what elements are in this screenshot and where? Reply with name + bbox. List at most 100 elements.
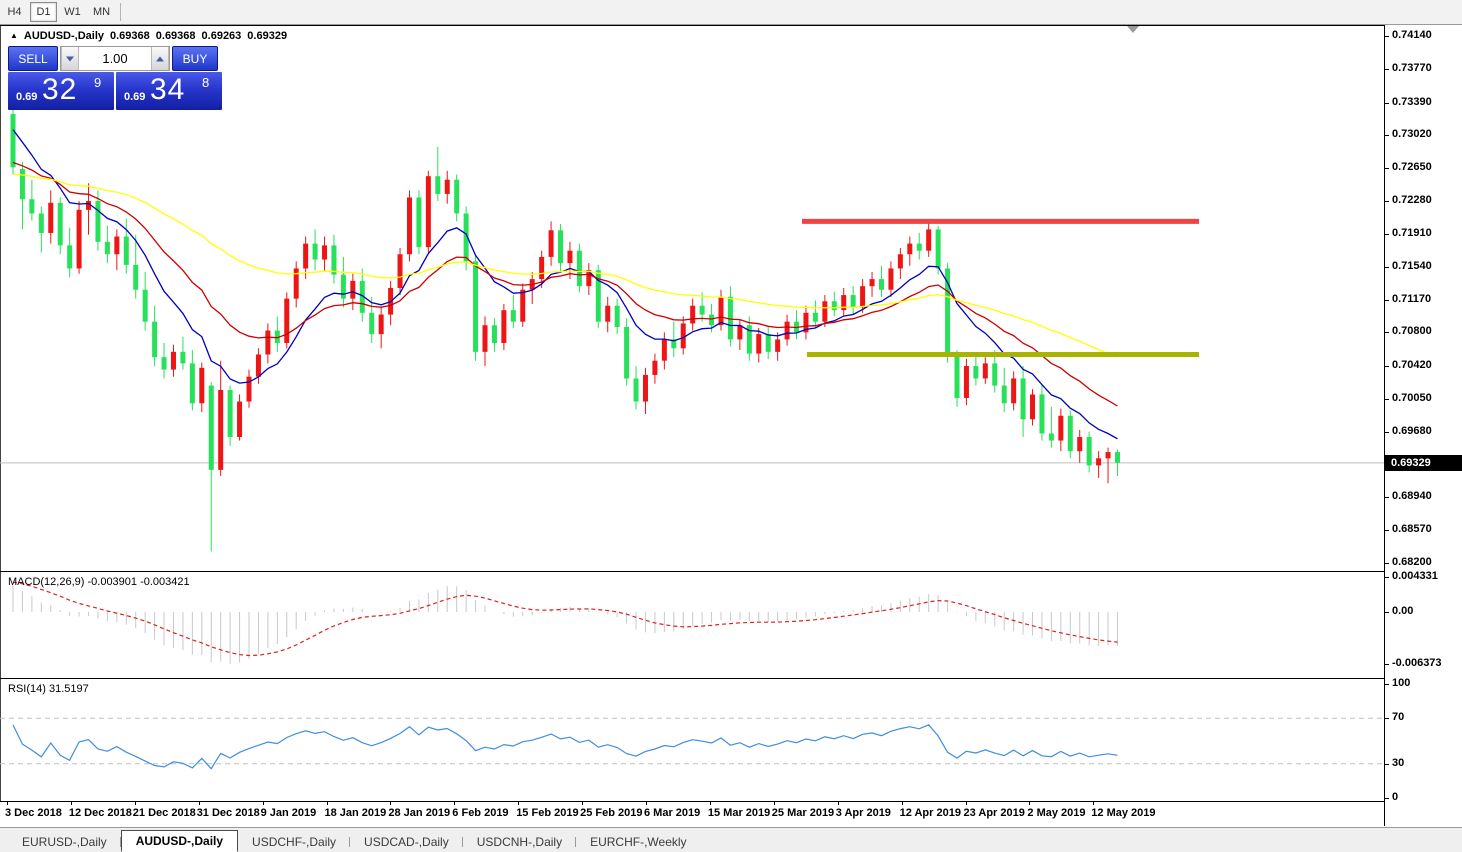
axis-tick: [198, 802, 200, 805]
macd-value-2: -0.003421: [140, 576, 190, 588]
scroll-to-end-icon[interactable]: [1127, 26, 1139, 33]
toolbar-separator: [120, 3, 122, 21]
date-axis-label: 15 Mar 2019: [707, 807, 771, 819]
axis-tick: [518, 802, 520, 805]
price-axis-label: 0.68940: [1392, 490, 1432, 502]
rsi-name: RSI(14): [8, 683, 46, 695]
panel-separator[interactable]: [0, 571, 1462, 572]
axis-tick: [709, 802, 711, 805]
quote-high: 0.69368: [155, 30, 196, 42]
tab-usdcnh-daily[interactable]: USDCNH-,Daily: [463, 832, 577, 852]
price-axis-label: 0.73390: [1392, 96, 1432, 108]
axis-tick: [1385, 36, 1389, 37]
date-axis-label: 12 Dec 2018: [68, 807, 132, 819]
macd-axis-label: -0.006373: [1392, 657, 1442, 669]
axis-tick: [390, 802, 392, 805]
date-axis-label: 6 Feb 2019: [452, 807, 509, 819]
axis-tick: [1385, 432, 1389, 433]
price-axis[interactable]: 0.74140 0.73770 0.73390 0.73020 0.72650 0.722…: [1385, 25, 1462, 826]
buy-button[interactable]: BUY: [172, 46, 218, 71]
candles: [10, 106, 1120, 552]
ma-mid-line[interactable]: [12, 161, 1118, 407]
axis-tick: [1385, 399, 1389, 400]
quote-close: 0.69329: [247, 30, 288, 42]
price-axis-label: 0.73020: [1392, 128, 1432, 140]
macd-signal-line: [12, 581, 1118, 657]
rsi-chart[interactable]: [0, 679, 1384, 801]
price-axis-label: 0.71170: [1392, 293, 1432, 305]
axis-tick: [582, 802, 584, 805]
timeframe-button-w1[interactable]: W1: [64, 6, 81, 18]
rsi-line: [12, 724, 1118, 770]
timeframe-button-d1[interactable]: D1: [30, 2, 57, 22]
macd-axis-label: 0.004331: [1392, 570, 1438, 582]
quote-low: 0.69263: [201, 30, 242, 42]
axis-tick: [773, 802, 775, 805]
volume-increase-button[interactable]: [151, 47, 169, 70]
tab-eurusd-daily[interactable]: EURUSD-,Daily: [8, 832, 121, 852]
ma-fast-line[interactable]: [12, 129, 1118, 440]
current-price-badge: 0.69329: [1385, 455, 1462, 471]
macd-label-row: MACD(12,26,9) -0.003901 -0.003421: [8, 576, 190, 588]
price-divider: [114, 72, 116, 110]
date-axis-label: 28 Jan 2019: [388, 807, 451, 819]
rsi-label-row: RSI(14) 31.5197: [8, 683, 89, 695]
macd-histogram: [12, 585, 1118, 664]
date-axis-label: 23 Apr 2019: [963, 807, 1025, 819]
symbol-label: AUDUSD-,Daily: [23, 30, 104, 42]
axis-tick: [1029, 802, 1031, 805]
chevron-up-icon: [156, 56, 164, 61]
date-axis-label: 3 Dec 2018: [5, 807, 62, 819]
volume-decrease-button[interactable]: [61, 47, 79, 70]
chart-window: ▲ AUDUSD-,Daily 0.69368 0.69368 0.69263 …: [0, 25, 1462, 827]
date-axis-label: 12 May 2019: [1091, 807, 1156, 819]
axis-tick: [1385, 103, 1389, 104]
chart-title: ▲ AUDUSD-,Daily 0.69368 0.69368 0.69263 …: [10, 30, 287, 42]
axis-tick: [1385, 69, 1389, 70]
macd-chart[interactable]: [0, 572, 1384, 677]
axis-tick: [7, 802, 8, 805]
axis-tick: [1385, 664, 1389, 665]
panel-separator[interactable]: [0, 678, 1462, 679]
tab-eurchf-weekly[interactable]: EURCHF-,Weekly: [590, 835, 687, 849]
tab-usdcad-daily[interactable]: USDCAD-,Daily: [350, 832, 463, 852]
price-chart[interactable]: [0, 26, 1384, 571]
buy-price-prefix: 0.69: [124, 91, 146, 103]
sell-price-prefix: 0.69: [16, 91, 38, 103]
buy-price-pips: 34: [150, 73, 186, 106]
timeframe-button-mn[interactable]: MN: [93, 6, 111, 18]
tab-usdchf-daily[interactable]: USDCHF-,Daily: [238, 832, 351, 852]
ma-slow-line[interactable]: [12, 173, 1118, 358]
volume-stepper: [60, 46, 170, 71]
date-axis-label: 25 Mar 2019: [771, 807, 835, 819]
date-axis-label: 9 Jan 2019: [260, 807, 317, 819]
price-axis-line: [1384, 25, 1385, 826]
date-axis-label: 15 Feb 2019: [516, 807, 579, 819]
price-axis-label: 0.69680: [1392, 425, 1432, 437]
axis-tick: [1385, 612, 1389, 613]
buy-price-button[interactable]: 0.69 34 8: [116, 72, 222, 110]
price-axis-label: 0.71910: [1392, 227, 1432, 239]
axis-tick: [1385, 497, 1389, 498]
chevron-down-icon: [66, 56, 74, 61]
price-axis-label: 0.70050: [1392, 392, 1432, 404]
axis-tick: [901, 802, 903, 805]
sell-price-button[interactable]: 0.69 32 9: [8, 72, 114, 110]
timeframe-toolbar: H4 D1 W1 MN: [0, 0, 1462, 25]
date-axis-label: 6 Mar 2019: [644, 807, 701, 819]
volume-input[interactable]: [79, 47, 151, 70]
panel-separator: [0, 801, 1462, 802]
collapse-trade-panel-icon[interactable]: ▲: [10, 30, 18, 40]
axis-tick: [1385, 267, 1389, 268]
timeframe-button-h4[interactable]: H4: [7, 6, 22, 18]
axis-tick: [1385, 234, 1389, 235]
axis-tick: [837, 802, 839, 805]
date-axis-label: 31 Dec 2018: [196, 807, 260, 819]
sell-button[interactable]: SELL: [8, 46, 58, 71]
panel-separator: [0, 25, 1462, 26]
tab-audusd-daily[interactable]: AUDUSD-,Daily: [120, 830, 239, 852]
date-axis-label: 25 Feb 2019: [580, 807, 643, 819]
sell-price-point: 9: [94, 75, 102, 90]
date-axis[interactable]: 3 Dec 2018 12 Dec 2018 21 Dec 2018 31 Dec 2…: [0, 802, 1384, 826]
